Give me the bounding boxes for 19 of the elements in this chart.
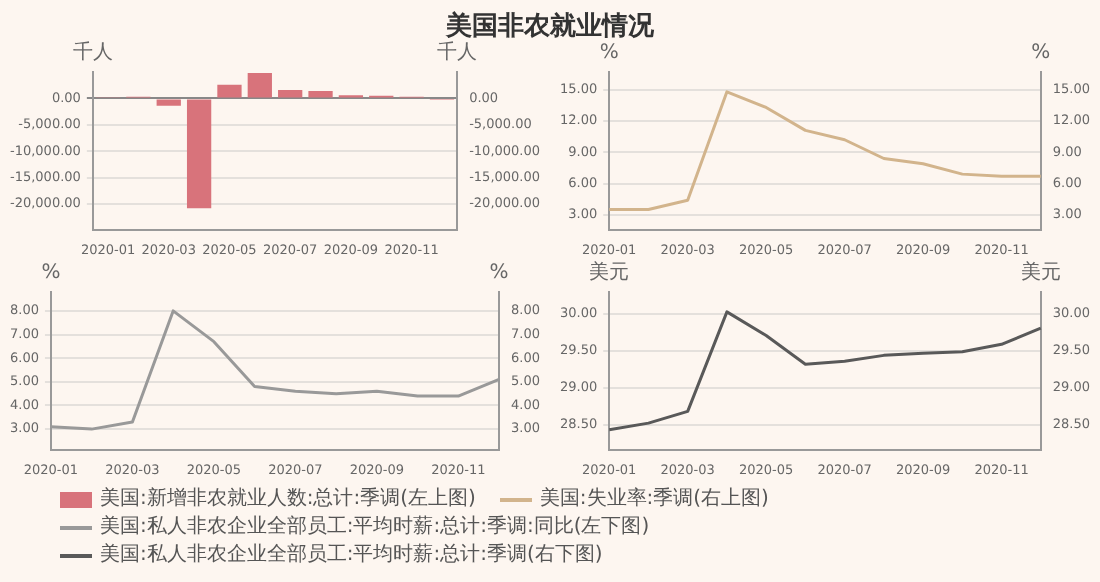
y-axis-title: % <box>597 42 621 66</box>
y2-axis-title: 美元 <box>1018 262 1063 286</box>
bar <box>308 91 333 98</box>
legend-label: 美国:失业率:季调(右上图) <box>537 486 769 514</box>
y2-axis-title: % <box>1029 42 1053 66</box>
y2-axis-title: 千人 <box>435 42 480 66</box>
y-axis-title: 千人 <box>70 42 115 66</box>
y-axis-title: % <box>39 262 63 286</box>
legend-label: 美国:新增非农就业人数:总计:季调(左上图) <box>98 486 476 514</box>
bar <box>278 89 303 98</box>
bar <box>247 73 272 98</box>
bar <box>186 99 212 209</box>
bar <box>156 99 181 106</box>
legend-label: 美国:私人非农企业全部员工:平均时薪:总计:季调(右下图) <box>98 542 603 570</box>
text: 美国非农就业情况 <box>446 9 656 42</box>
bar <box>217 84 242 98</box>
y-axis-title: 美元 <box>587 262 632 286</box>
y2-axis-title: % <box>487 262 511 286</box>
legend-label: 美国:私人非农企业全部员工:平均时薪:总计:季调:同比(左下图) <box>98 514 650 542</box>
